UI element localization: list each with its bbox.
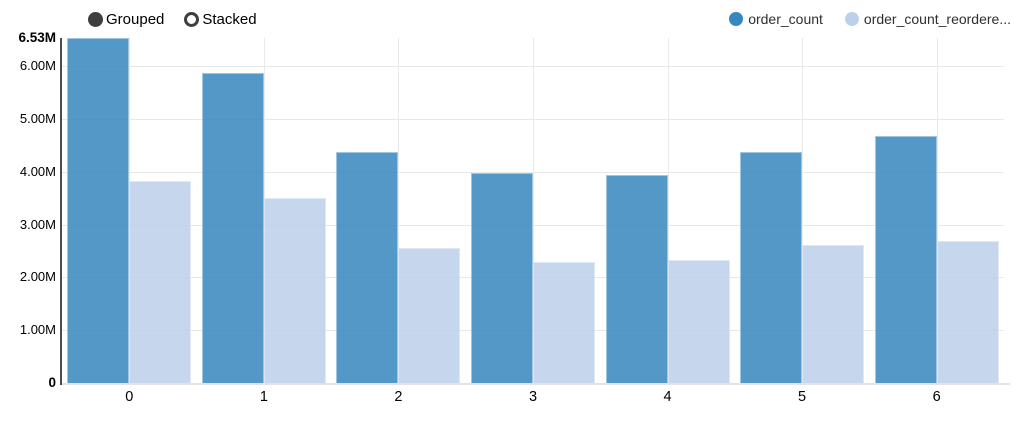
bar-order_count-cat3[interactable] [471,173,533,383]
y-tick-label: 0 [48,375,56,390]
x-tick-label: 4 [663,389,672,405]
radio-unselected-icon[interactable] [184,12,200,27]
legend-item-order_count[interactable]: order_count [729,11,823,27]
bar-order_count_reordered-cat6[interactable] [936,240,999,383]
bar-order_count-cat2[interactable] [336,152,399,383]
bar-order_count-cat6[interactable] [874,135,937,383]
chart-mode-toggle: Grouped Stacked [88,11,257,28]
legend-item-label: order_count [748,11,823,27]
mode-option-label: Stacked [202,11,257,28]
bar-order_count-cat0[interactable] [67,38,130,383]
bar-order_count_reordered-cat2[interactable] [398,247,461,383]
gridline-vertical [936,38,938,383]
mode-option-label: Grouped [106,11,165,28]
x-tick-label: 1 [259,389,268,405]
y-axis-line [60,38,62,385]
y-tick-label: 2.00M [19,269,56,285]
bar-order_count_reordered-cat5[interactable] [802,245,865,383]
y-tick-label: 5.00M [19,110,56,126]
bar-order_count-cat5[interactable] [740,151,803,383]
x-tick-label: 2 [394,389,403,405]
legend-marker-icon [844,12,859,26]
gridline-vertical [667,38,669,383]
x-tick-label: 3 [528,389,538,405]
y-tick-label: 1.00M [19,322,56,338]
y-tick-label: 6.00M [19,58,56,73]
mode-option-stacked[interactable]: Stacked [184,11,257,28]
radio-selected-icon[interactable] [88,12,103,27]
gridline-vertical [533,38,534,383]
legend-item-label: order_count_reordere... [863,11,1011,27]
legend-item-order_count_reordered[interactable]: order_count_reordere... [844,11,1011,27]
x-tick-label: 5 [798,389,807,405]
bar-order_count_reordered-cat1[interactable] [263,197,326,383]
bar-order_count_reordered-cat3[interactable] [533,261,595,383]
y-tick-label: 3.00M [19,216,56,232]
chart-legend: order_count order_count_reordere... [729,11,1011,27]
x-tick-label: 0 [125,389,134,405]
mode-option-grouped[interactable]: Grouped [88,11,164,28]
x-tick-label: 6 [932,389,941,405]
x-axis-line [62,383,1010,385]
gridline-vertical [398,38,400,383]
bar-order_count-cat4[interactable] [605,174,668,383]
legend-marker-icon [729,12,744,26]
y-tick-label: 6.53M [18,30,56,45]
y-tick-label: 4.00M [19,163,56,179]
bar-order_count_reordered-cat4[interactable] [667,260,730,383]
bar-order_count-cat1[interactable] [201,72,264,383]
gridline-vertical [802,38,804,383]
bar-order_count_reordered-cat0[interactable] [129,181,192,383]
